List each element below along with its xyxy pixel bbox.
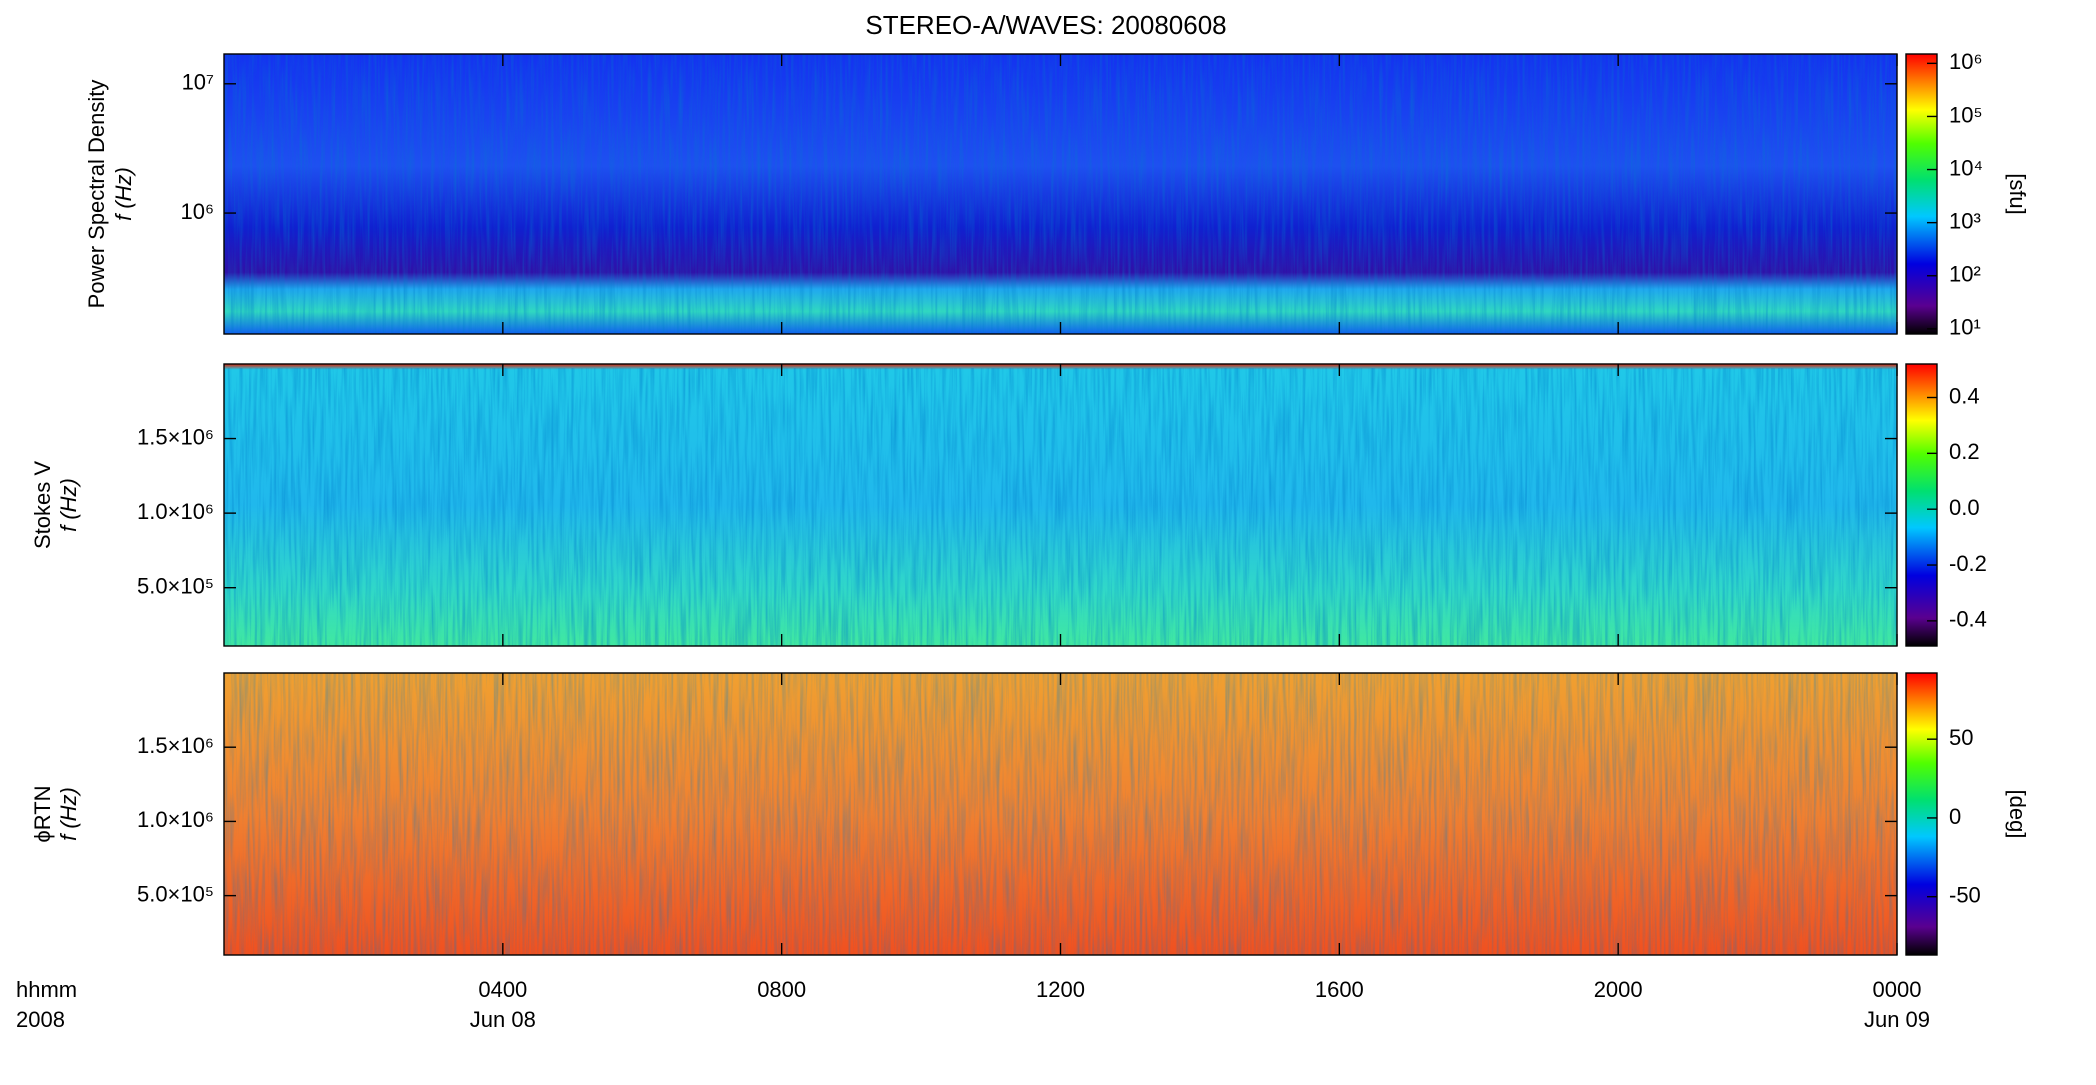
colorbar-label: [sfu] — [2005, 173, 2030, 215]
colorbar — [1905, 53, 1938, 335]
spectrogram-texture — [224, 673, 1897, 955]
y-tick-label: 1.5×10⁶ — [137, 424, 214, 449]
spectrogram-texture — [224, 54, 1897, 334]
y-axis-label: Stokes V — [30, 461, 55, 549]
y-axis-label: f (Hz) — [111, 167, 136, 221]
x-tick-label: 0400 — [478, 977, 527, 1002]
x-date-label: Jun 09 — [1864, 1007, 1930, 1032]
colorbar-tick-label: 10⁶ — [1949, 49, 1983, 74]
y-axis-label: ϕRTN — [30, 785, 55, 842]
colorbar-tick-label: 0.4 — [1949, 383, 1980, 408]
x-axis-label: hhmm — [16, 977, 77, 1002]
x-tick-label: 1200 — [1036, 977, 1085, 1002]
spectrogram-texture — [224, 368, 1897, 646]
colorbar-tick-label: 0 — [1949, 804, 1961, 829]
colorbar-tick-label: 10⁴ — [1949, 155, 1983, 180]
x-tick-label: 1600 — [1315, 977, 1364, 1002]
y-tick-label: 1.0×10⁶ — [137, 807, 214, 832]
colorbar-tick-label: 10⁵ — [1949, 102, 1983, 127]
x-date-label: Jun 08 — [470, 1007, 536, 1032]
colorbar-tick-label: 50 — [1949, 725, 1973, 750]
colorbar-label: [deg] — [2005, 790, 2030, 839]
y-tick-label: 5.0×10⁵ — [137, 881, 214, 906]
colorbar-tick-label: 10² — [1949, 262, 1981, 287]
y-axis-label: f (Hz) — [56, 787, 81, 841]
y-axis-label: f (Hz) — [56, 478, 81, 532]
y-axis-label: Power Spectral Density — [84, 80, 109, 309]
y-tick-label: 5.0×10⁵ — [137, 574, 214, 599]
colorbar-tick-label: 10¹ — [1949, 315, 1981, 340]
chart-title: STEREO-A/WAVES: 20080608 — [865, 10, 1226, 40]
y-tick-label: 10⁷ — [182, 70, 214, 95]
colorbar-tick-label: -50 — [1949, 883, 1981, 908]
x-tick-label: 0000 — [1873, 977, 1922, 1002]
colorbar — [1905, 672, 1938, 956]
colorbar-tick-label: 10³ — [1949, 208, 1981, 233]
colorbar-tick-label: -0.2 — [1949, 551, 1987, 576]
x-axis-label: 2008 — [16, 1007, 65, 1032]
x-tick-label: 2000 — [1594, 977, 1643, 1002]
colorbar — [1905, 363, 1938, 647]
colorbar-tick-label: -0.4 — [1949, 607, 1987, 632]
y-tick-label: 10⁶ — [180, 199, 214, 224]
y-tick-label: 1.0×10⁶ — [137, 499, 214, 524]
colorbar-tick-label: 0.2 — [1949, 439, 1980, 464]
y-tick-label: 1.5×10⁶ — [137, 733, 214, 758]
colorbar-tick-label: 0.0 — [1949, 495, 1980, 520]
spectrogram-images — [224, 54, 1897, 955]
x-tick-label: 0800 — [757, 977, 806, 1002]
